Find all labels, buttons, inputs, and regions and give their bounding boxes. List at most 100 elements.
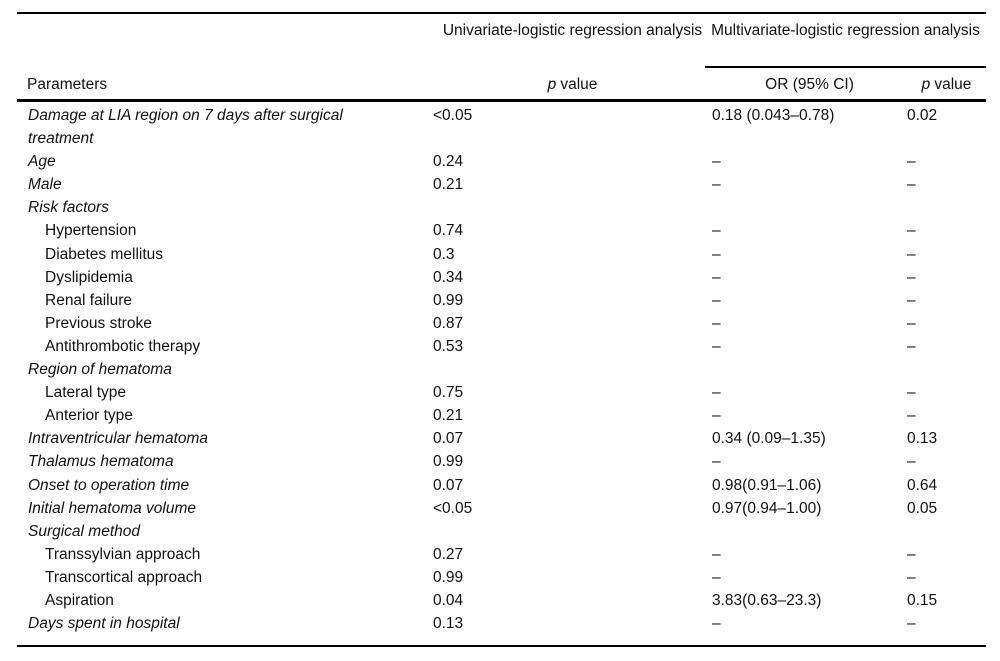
- table-row: Onset to operation time 0.07 0.98(0.91–1…: [17, 474, 986, 497]
- univariate-pvalue-cell: 0.04: [433, 591, 464, 609]
- parameter-cell: Male: [28, 176, 62, 194]
- or-ci-cell: –: [712, 384, 721, 402]
- univariate-pvalue-cell: [433, 520, 712, 543]
- value-label: value: [560, 76, 598, 93]
- or-ci-cell: [712, 520, 907, 543]
- table-row: Lateral type 0.75 – –: [17, 381, 986, 404]
- univariate-pvalue-cell: 0.07: [433, 476, 464, 494]
- multivariate-pvalue-cell: 0.05: [907, 499, 938, 517]
- multivariate-pvalue-cell: –: [907, 222, 916, 240]
- table-row: Antithrombotic therapy 0.53 – –: [17, 335, 986, 358]
- multivariate-pvalue-cell: –: [907, 176, 916, 194]
- parameter-cell: Days spent in hospital: [28, 615, 180, 633]
- or-ci-cell: –: [712, 407, 721, 425]
- multivariate-pvalue-cell: 0.02: [907, 107, 938, 124]
- univariate-pvalue-cell: 0.34: [433, 268, 464, 286]
- univariate-pvalue-cell: 0.3: [433, 245, 455, 263]
- multivariate-pvalue-cell: –: [907, 453, 916, 471]
- parameter-cell: Age: [28, 153, 56, 171]
- table-section-row: Surgical method: [17, 520, 986, 543]
- parameter-cell: Risk factors: [28, 199, 109, 217]
- table-row: Renal failure 0.99 – –: [17, 289, 986, 312]
- parameter-cell: Surgical method: [28, 522, 141, 540]
- multivariate-pvalue-cell: –: [907, 291, 916, 309]
- or-ci-cell: 0.97(0.94–1.00): [712, 499, 822, 517]
- or-ci-cell: –: [712, 268, 721, 286]
- univariate-pvalue-cell: 0.21: [433, 176, 464, 194]
- univariate-pvalue-cell: 0.99: [433, 291, 464, 309]
- multivariate-pvalue-cell: –: [907, 245, 916, 263]
- header-bottom-rule: [17, 99, 986, 102]
- multivariate-pvalue-cell: 0.15: [907, 591, 938, 609]
- p-symbol: p: [921, 76, 931, 93]
- table-row: Hypertension 0.74 – –: [17, 219, 986, 242]
- parameter-cell: Renal failure: [45, 291, 133, 309]
- multivariate-group-header: Multivariate-logistic regression analysi…: [711, 22, 980, 39]
- or-ci-cell: –: [712, 245, 721, 263]
- or-ci-cell: 0.98(0.91–1.06): [712, 476, 822, 494]
- table-row: Dyslipidemia 0.34 – –: [17, 266, 986, 289]
- parameter-cell: Onset to operation time: [28, 476, 190, 494]
- univariate-pvalue-column-header: p value: [433, 76, 712, 94]
- univariate-pvalue-cell: 0.27: [433, 545, 464, 563]
- univariate-pvalue-cell: 0.21: [433, 407, 464, 425]
- univariate-pvalue-cell: 0.13: [433, 615, 464, 633]
- univariate-group-header: Univariate-logistic regression analysis: [442, 22, 703, 39]
- multivariate-pvalue-cell: –: [907, 568, 916, 586]
- parameter-cell: Region of hematoma: [28, 361, 172, 379]
- univariate-pvalue-cell: [433, 358, 712, 381]
- or-ci-cell: –: [712, 615, 721, 633]
- multivariate-pvalue-cell: –: [907, 153, 916, 171]
- or-ci-cell: –: [712, 453, 721, 471]
- multivariate-pvalue-column-header: p value: [907, 76, 986, 94]
- univariate-pvalue-cell: 0.24: [433, 153, 464, 171]
- parameter-cell: Dyslipidemia: [45, 268, 133, 286]
- table-row: Transsylvian approach 0.27 – –: [17, 543, 986, 566]
- multivariate-pvalue-cell: –: [907, 545, 916, 563]
- value-label: value: [934, 76, 972, 93]
- parameter-cell: Transsylvian approach: [45, 545, 201, 563]
- univariate-pvalue-cell: 0.53: [433, 337, 464, 355]
- or-ci-cell: –: [712, 337, 721, 355]
- top-rule: [17, 12, 986, 14]
- table-section-row: Risk factors: [17, 196, 986, 219]
- or-ci-cell: –: [712, 568, 721, 586]
- univariate-pvalue-cell: <0.05: [433, 107, 473, 124]
- multivariate-pvalue-cell: [907, 358, 986, 381]
- or-ci-cell: –: [712, 314, 721, 332]
- p-symbol: p: [547, 76, 557, 93]
- or-ci-cell: –: [712, 153, 721, 171]
- multivariate-subheader-rule: [705, 66, 986, 68]
- multivariate-pvalue-cell: 0.64: [907, 476, 938, 494]
- or-ci-cell: –: [712, 291, 721, 309]
- univariate-pvalue-cell: <0.05: [433, 499, 473, 517]
- or-ci-cell: 0.34 (0.09–1.35): [712, 430, 826, 448]
- or-ci-cell: 3.83(0.63–23.3): [712, 591, 822, 609]
- multivariate-pvalue-cell: –: [907, 615, 916, 633]
- table-row: Anterior type 0.21 – –: [17, 404, 986, 427]
- multivariate-pvalue-cell: –: [907, 314, 916, 332]
- parameter-cell: Antithrombotic therapy: [45, 337, 201, 355]
- or-ci-cell: [712, 358, 907, 381]
- multivariate-pvalue-cell: –: [907, 268, 916, 286]
- table-row: Initial hematoma volume <0.05 0.97(0.94–…: [17, 497, 986, 520]
- parameter-cell: Hypertension: [45, 222, 137, 240]
- parameter-cell: Anterior type: [45, 407, 133, 425]
- or-ci-cell: –: [712, 176, 721, 194]
- multivariate-pvalue-cell: –: [907, 337, 916, 355]
- univariate-pvalue-cell: 0.75: [433, 384, 464, 402]
- univariate-pvalue-cell: [433, 196, 712, 219]
- parameter-cell: Thalamus hematoma: [28, 453, 174, 471]
- parameter-cell: Aspiration: [45, 591, 114, 609]
- table-row: Days spent in hospital 0.13 – –: [17, 612, 986, 635]
- parameter-cell: Lateral type: [45, 384, 126, 402]
- parameter-cell: Previous stroke: [45, 314, 152, 332]
- parameter-cell: Initial hematoma volume: [28, 499, 196, 517]
- univariate-pvalue-cell: 0.74: [433, 222, 464, 240]
- multivariate-pvalue-cell: 0.13: [907, 430, 938, 448]
- or-ci-column-header: OR (95% CI): [765, 76, 854, 93]
- univariate-pvalue-cell: 0.87: [433, 314, 464, 332]
- table-row: Previous stroke 0.87 – –: [17, 312, 986, 335]
- or-ci-cell: –: [712, 545, 721, 563]
- table-section-row: Region of hematoma: [17, 358, 986, 381]
